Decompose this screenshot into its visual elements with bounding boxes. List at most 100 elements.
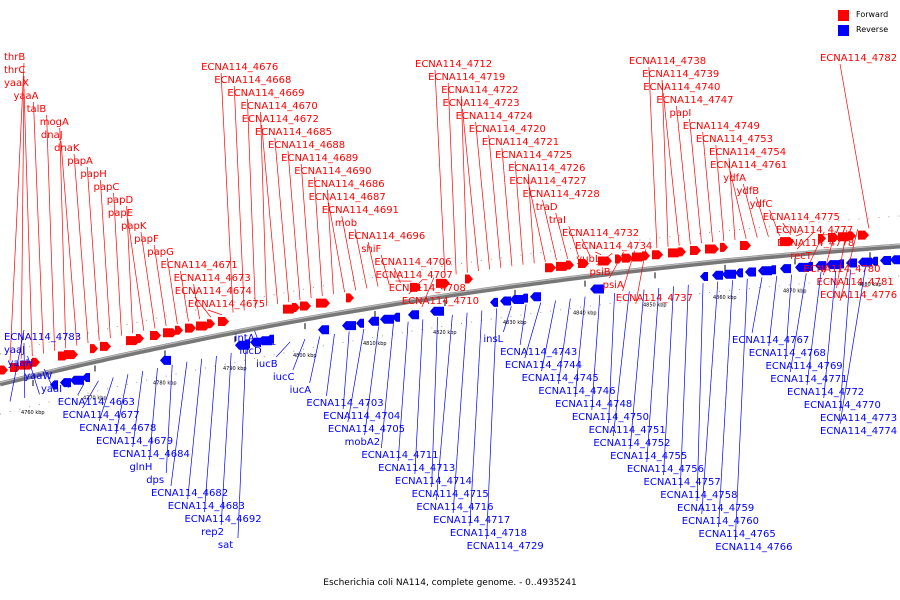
reverse-gene-leader <box>541 300 556 372</box>
reverse-gene-arrow <box>735 268 743 278</box>
forward-gene-label: ECNA114_4722 <box>441 85 518 96</box>
forward-gene-arrow <box>436 278 450 288</box>
forward-gene-leader <box>782 222 792 235</box>
forward-gene-arrow <box>678 247 686 257</box>
reverse-gene-leader <box>839 269 851 412</box>
axis-tick-label: 4810 kbp <box>363 341 387 347</box>
reverse-gene-label: iucC <box>273 372 295 383</box>
forward-gene-leader <box>408 279 423 295</box>
forward-gene-leader <box>180 270 189 322</box>
forward-gene-label: ECNA114_4687 <box>309 192 386 203</box>
reverse-gene-label: ECNA114_4663 <box>58 397 135 408</box>
forward-gene-arrow <box>20 360 34 370</box>
reverse-gene-leader <box>734 278 748 541</box>
reverse-gene-label: ECNA114_4745 <box>522 373 599 384</box>
forward-gene-label: ECNA114_4734 <box>575 241 652 252</box>
forward-gene-leader <box>153 244 167 327</box>
forward-gene-label: ECNA114_4721 <box>482 137 559 148</box>
forward-gene-label: dnaJ <box>41 130 63 141</box>
forward-gene-label: papG <box>147 247 174 258</box>
forward-gene-label: ECNA114_4754 <box>709 147 786 158</box>
forward-gene-leader <box>23 88 33 357</box>
forward-gene-leader <box>460 95 468 273</box>
forward-gene-arrow <box>615 254 623 264</box>
forward-gene-leader <box>635 249 647 305</box>
forward-gene-leader <box>233 85 245 311</box>
reverse-gene-arrow <box>826 260 840 270</box>
reverse-gene-arrow <box>342 321 356 331</box>
forward-gene-leader <box>73 153 89 344</box>
reverse-gene-leader <box>204 355 217 513</box>
forward-gene-leader <box>9 62 25 362</box>
reverse-gene-leader <box>292 339 306 371</box>
reverse-gene-leader <box>237 350 247 539</box>
reverse-gene-leader <box>574 296 586 398</box>
reverse-gene-label: ECNA114_4752 <box>593 438 670 449</box>
forward-gene-leader <box>354 228 368 289</box>
forward-gene-label: yubL <box>576 254 601 265</box>
forward-gene-label: ydfB <box>736 186 759 197</box>
reverse-gene-label: ECNA114_4743 <box>500 347 577 358</box>
reverse-gene-label: iucD <box>239 346 262 357</box>
legend-forward-label: Forward <box>856 10 889 19</box>
reverse-gene-label: ECNA114_4757 <box>644 477 721 488</box>
forward-gene-leader <box>421 277 435 308</box>
forward-gene-label: ECNA114_4781 <box>817 277 894 288</box>
reverse-gene-leader <box>414 319 424 475</box>
forward-gene-arrow <box>100 341 111 351</box>
reverse-gene-arrow <box>392 312 400 322</box>
forward-gene-label: traD <box>536 202 558 213</box>
forward-gene-leader <box>447 82 457 275</box>
forward-gene-label: papC <box>94 182 120 193</box>
reverse-gene-label: ECNA114_4759 <box>677 503 754 514</box>
reverse-gene-label: iucA <box>290 385 312 396</box>
forward-gene-label: ECNA114_4685 <box>255 127 332 138</box>
axis-tick-label: 4840 kbp <box>573 311 597 317</box>
forward-gene-leader <box>555 212 569 259</box>
reverse-gene-leader <box>77 383 85 396</box>
forward-gene-leader <box>367 241 379 287</box>
reverse-gene-leader <box>381 324 394 449</box>
axis-tick-label: 4820 kbp <box>433 330 457 336</box>
forward-gene-label: ECNA114_4726 <box>508 163 585 174</box>
reverse-gene-label: sat <box>218 540 233 551</box>
forward-gene-label: ECNA114_4753 <box>696 134 773 145</box>
reverse-gene-leader <box>629 289 645 450</box>
reverse-gene-label: ECNA114_4683 <box>168 501 245 512</box>
forward-gene-label: ECNA114_4688 <box>268 140 345 151</box>
forward-gene-leader <box>836 229 847 289</box>
forward-gene-label: mogA <box>40 117 69 128</box>
forward-gene-arrow <box>0 365 8 375</box>
forward-gene-label: ECNA114_4712 <box>415 59 492 70</box>
reverse-gene-leader <box>115 374 129 435</box>
forward-gene-label: ECNA114_4761 <box>710 160 787 171</box>
reverse-gene-label: ECNA114_4770 <box>804 400 881 411</box>
reverse-gene-label: ECNA114_4679 <box>96 436 173 447</box>
reverse-gene-label: intA <box>235 333 255 344</box>
forward-gene-label: ECNA114_4670 <box>241 101 318 112</box>
forward-gene-leader <box>100 179 111 339</box>
reverse-gene-leader <box>696 283 704 502</box>
reverse-gene-label: ECNA114_4773 <box>820 413 897 424</box>
forward-gene-leader <box>527 173 535 264</box>
forward-gene-leader <box>742 183 758 238</box>
forward-gene-label: yaaA <box>13 91 38 102</box>
reverse-gene-leader <box>187 358 203 500</box>
reverse-gene-label: yaaH <box>7 358 33 369</box>
forward-gene-arrow <box>218 317 229 327</box>
forward-gene-label: papA <box>67 156 93 167</box>
reverse-gene-leader <box>254 330 262 348</box>
forward-gene-arrow <box>622 253 633 263</box>
reverse-gene-leader <box>823 270 837 399</box>
forward-gene-leader <box>126 205 134 334</box>
forward-gene-label: papI <box>670 108 692 119</box>
forward-gene-label: traI <box>549 215 566 226</box>
reverse-gene-label: ECNA114_4705 <box>328 424 405 435</box>
forward-gene-arrow <box>690 246 701 256</box>
forward-gene-arrow <box>150 330 161 340</box>
forward-gene-arrow <box>652 250 663 260</box>
reverse-gene-leader <box>23 342 26 398</box>
reverse-gene-leader <box>839 268 866 425</box>
forward-gene-label: ECNA114_4775 <box>763 212 840 223</box>
